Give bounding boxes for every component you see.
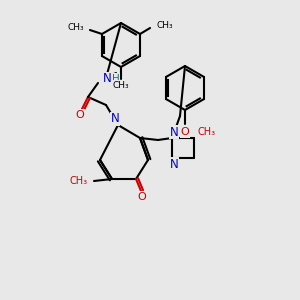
Text: O: O bbox=[76, 110, 84, 120]
Text: CH₃: CH₃ bbox=[197, 127, 215, 137]
Text: O: O bbox=[181, 127, 189, 137]
Text: O: O bbox=[76, 176, 85, 186]
Text: O: O bbox=[138, 192, 146, 202]
Text: CH₃: CH₃ bbox=[113, 80, 129, 89]
Text: CH₃: CH₃ bbox=[70, 176, 88, 186]
Text: H: H bbox=[112, 74, 120, 84]
Text: CH₃: CH₃ bbox=[67, 23, 84, 32]
Text: N: N bbox=[169, 158, 178, 170]
Text: N: N bbox=[103, 73, 112, 85]
Text: CH₃: CH₃ bbox=[156, 22, 173, 31]
Text: N: N bbox=[169, 125, 178, 139]
Text: N: N bbox=[111, 112, 119, 125]
